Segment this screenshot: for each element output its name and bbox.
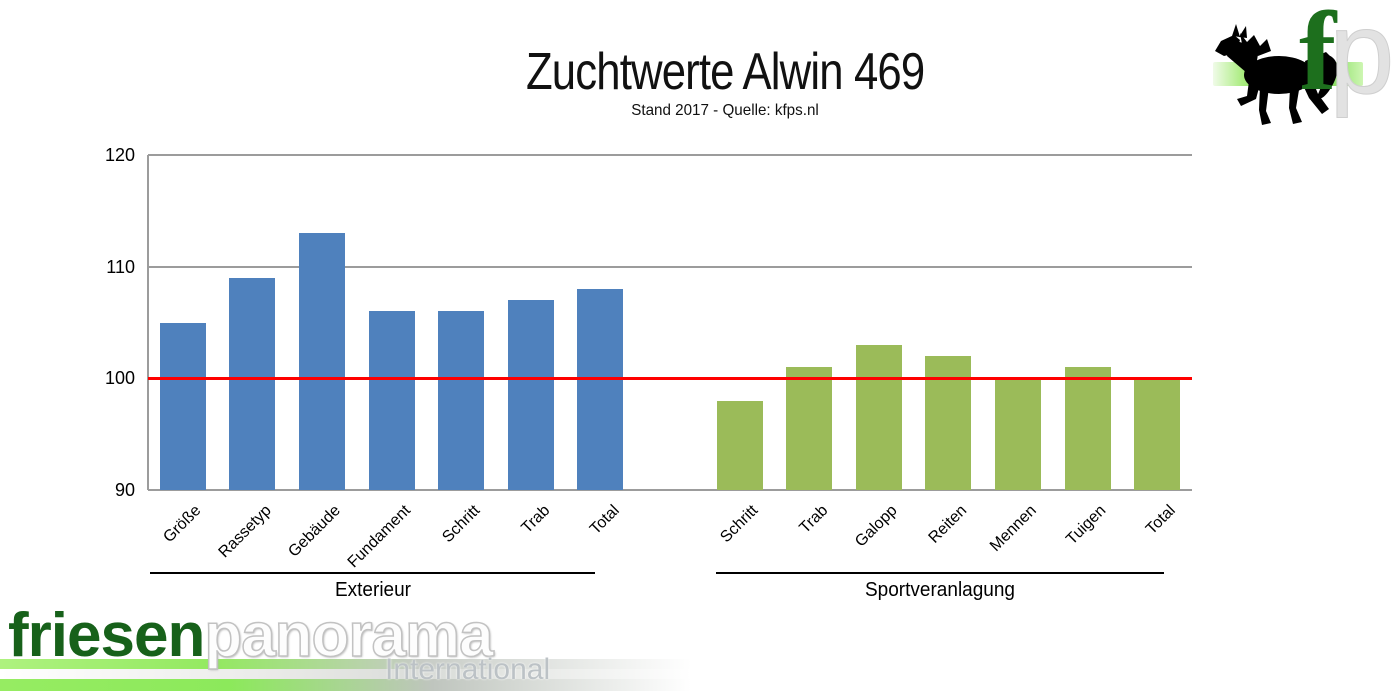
x-axis-label: Größe xyxy=(160,502,205,547)
bar-galopp xyxy=(855,344,902,490)
gridline-110 xyxy=(148,265,1192,268)
x-axis-label: Trab xyxy=(796,502,832,537)
logo-letter-f: f xyxy=(1299,0,1337,114)
category-group-label: Exterieur xyxy=(334,579,411,601)
friesenpanorama-wordmark: friesenpanorama xyxy=(8,600,495,671)
gridline-90 xyxy=(148,489,1192,491)
x-axis-label: Total xyxy=(1143,502,1180,538)
gridline-120 xyxy=(148,154,1192,156)
wordmark-international: International xyxy=(385,653,551,686)
x-axis-label: Reiten xyxy=(925,502,971,547)
logo-letter-p: p xyxy=(1329,0,1396,119)
bar-größe xyxy=(159,322,206,490)
x-axis-label: Galopp xyxy=(852,502,901,551)
bar-trab xyxy=(786,367,833,490)
bar-tuigen xyxy=(1064,367,1111,490)
y-axis-tick: 120 xyxy=(104,145,135,165)
bar-gebäude xyxy=(299,233,345,490)
bar-rassetyp xyxy=(229,277,276,490)
category-group-line xyxy=(150,572,595,574)
logo-stripe-white xyxy=(0,669,720,679)
y-axis-tick: 100 xyxy=(104,368,135,389)
category-group-label: Sportveranlagung xyxy=(865,579,1015,601)
x-axis-label: Schritt xyxy=(439,502,484,547)
bar-schritt xyxy=(438,311,485,490)
x-axis-label: Schritt xyxy=(717,502,762,547)
page-subtitle: Stand 2017 - Quelle: kfps.nl xyxy=(631,102,819,119)
x-axis-label: Tuigen xyxy=(1063,502,1110,549)
x-axis-label: Rassetyp xyxy=(215,502,275,562)
logo-stripe-green-top xyxy=(0,659,720,669)
wordmark-friesen: friesen xyxy=(8,601,205,670)
bar-schritt xyxy=(716,400,763,490)
x-axis-label: Gebäude xyxy=(285,502,345,561)
y-axis-tick: 90 xyxy=(114,480,135,500)
x-axis-label: Mennen xyxy=(987,502,1041,555)
bar-trab xyxy=(507,300,554,490)
bar-total xyxy=(577,289,624,490)
wordmark-panorama: panorama xyxy=(204,600,495,671)
category-group-line xyxy=(716,572,1164,574)
horse-icon xyxy=(1215,24,1338,125)
y-axis-line xyxy=(147,155,149,490)
friesenpanorama-logo-mark: p f xyxy=(1213,0,1395,130)
x-axis-label: Trab xyxy=(517,502,553,537)
chart-header: Zuchtwerte Alwin 469 Stand 2017 - Quelle… xyxy=(0,46,1400,120)
logo-stripe-green-bottom xyxy=(0,679,720,691)
bar-mennen xyxy=(995,378,1041,490)
bar-reiten xyxy=(925,356,972,490)
bar-fundament xyxy=(368,311,415,490)
page-title: Zuchtwerte Alwin 469 xyxy=(525,43,925,101)
x-axis-label: Total xyxy=(586,502,623,538)
y-axis-tick: 110 xyxy=(106,256,135,277)
bar-total xyxy=(1134,378,1181,490)
reference-line-100 xyxy=(148,377,1192,381)
x-axis-label: Fundament xyxy=(344,502,414,572)
